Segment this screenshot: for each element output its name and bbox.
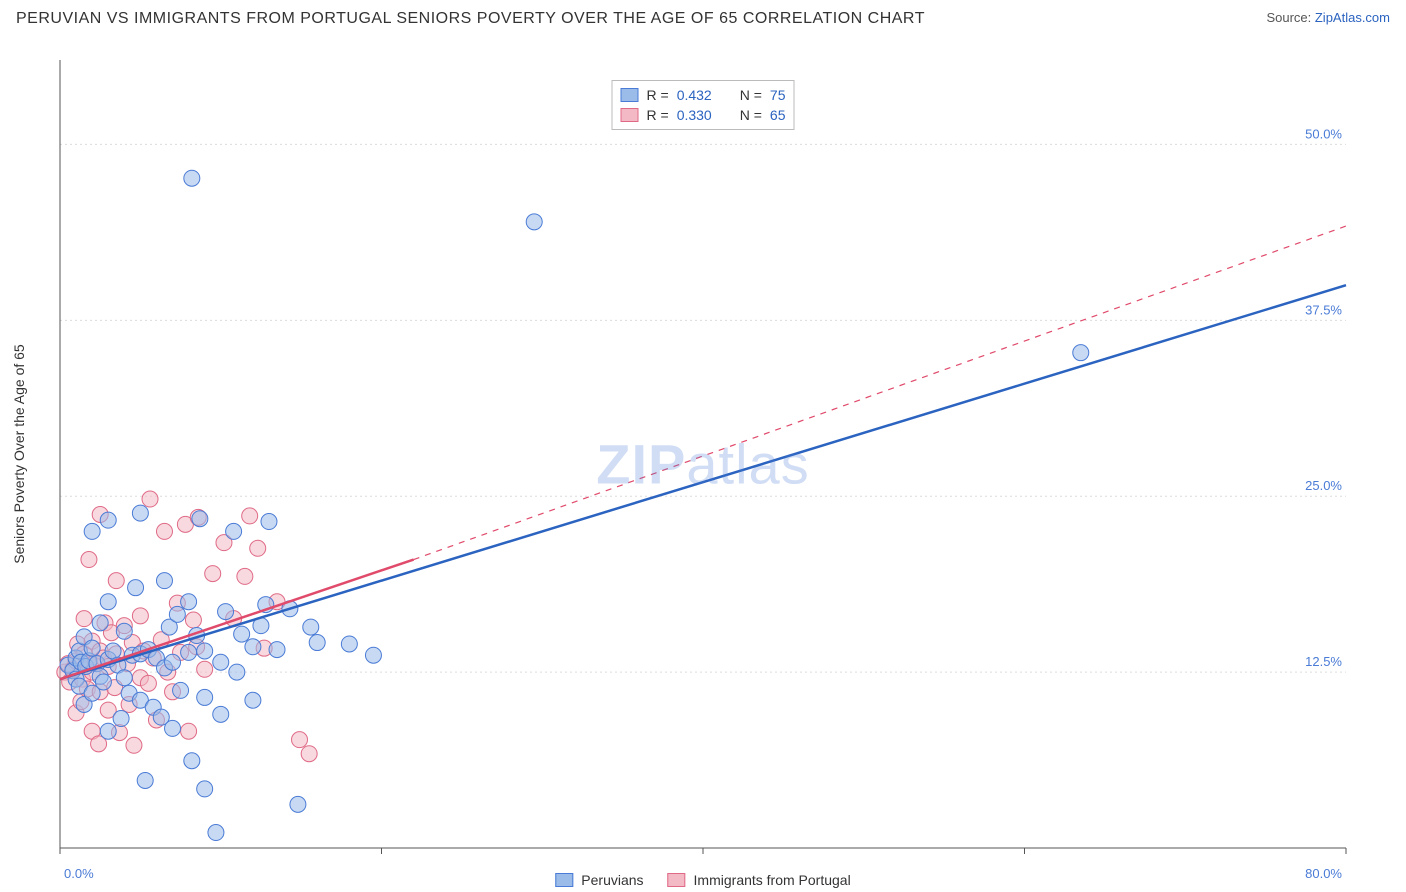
- svg-text:12.5%: 12.5%: [1305, 654, 1342, 669]
- n-value-peruvians: 75: [770, 87, 786, 103]
- r-label: R =: [647, 107, 669, 123]
- r-value-peruvians: 0.432: [677, 87, 712, 103]
- correlation-legend: R = 0.432 N = 75 R = 0.330 N = 65: [612, 80, 795, 130]
- svg-text:80.0%: 80.0%: [1305, 866, 1342, 881]
- swatch-peruvians: [621, 88, 639, 102]
- swatch-portugal: [621, 108, 639, 122]
- series-legend: Peruvians Immigrants from Portugal: [555, 872, 850, 888]
- chart-title: PERUVIAN VS IMMIGRANTS FROM PORTUGAL SEN…: [16, 10, 925, 28]
- source-credit: Source: ZipAtlas.com: [1266, 10, 1390, 25]
- n-value-portugal: 65: [770, 107, 786, 123]
- legend-row-portugal: R = 0.330 N = 65: [621, 105, 786, 125]
- source-link[interactable]: ZipAtlas.com: [1315, 10, 1390, 25]
- svg-text:50.0%: 50.0%: [1305, 126, 1342, 141]
- legend-label-peruvians: Peruvians: [581, 872, 643, 888]
- n-label: N =: [740, 107, 762, 123]
- n-label: N =: [740, 87, 762, 103]
- legend-item-peruvians: Peruvians: [555, 872, 643, 888]
- r-value-portugal: 0.330: [677, 107, 712, 123]
- source-prefix: Source:: [1266, 10, 1314, 25]
- legend-row-peruvians: R = 0.432 N = 75: [621, 85, 786, 105]
- svg-text:Seniors Poverty Over the Age o: Seniors Poverty Over the Age of 65: [11, 344, 27, 564]
- legend-label-portugal: Immigrants from Portugal: [694, 872, 851, 888]
- chart-area: 12.5% 25.0% 37.5% 50.0% 0.0% 80.0% Seniors Pov…: [0, 36, 1406, 892]
- r-label: R =: [647, 87, 669, 103]
- svg-text:37.5%: 37.5%: [1305, 302, 1342, 317]
- swatch-portugal-icon: [668, 873, 686, 887]
- svg-text:25.0%: 25.0%: [1305, 478, 1342, 493]
- svg-text:0.0%: 0.0%: [64, 866, 94, 881]
- chart-header: PERUVIAN VS IMMIGRANTS FROM PORTUGAL SEN…: [0, 0, 1406, 34]
- swatch-peruvians-icon: [555, 873, 573, 887]
- scatter-chart: 12.5% 25.0% 37.5% 50.0% 0.0% 80.0% Seniors Pov…: [0, 36, 1406, 892]
- legend-item-portugal: Immigrants from Portugal: [668, 872, 851, 888]
